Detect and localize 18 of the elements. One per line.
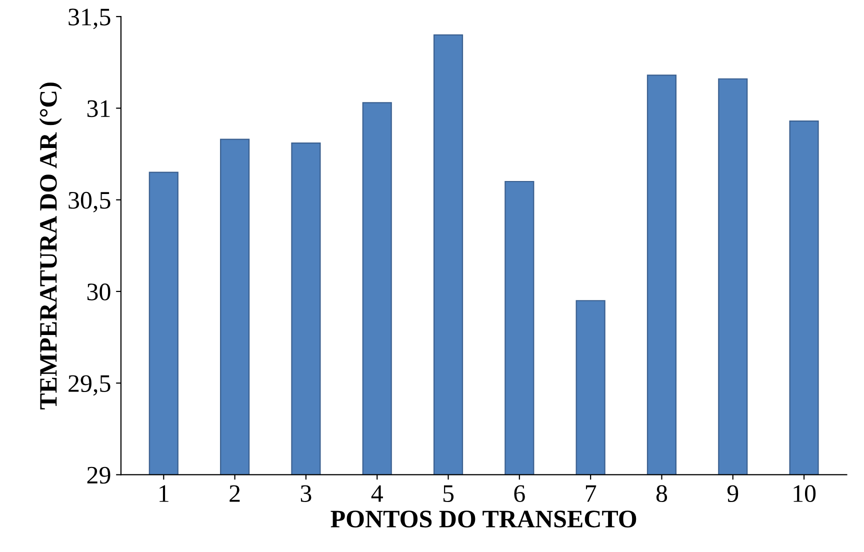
x-tick-label: 4 [371, 485, 383, 502]
x-tick-label: 8 [656, 485, 668, 502]
x-tick-label: 7 [586, 485, 596, 502]
y-tick-label: 31 [87, 100, 110, 118]
x-tick-label: 1 [160, 485, 168, 502]
x-tick-label: 5 [443, 485, 454, 502]
x-tick-label: 3 [300, 485, 312, 502]
y-tick-label: 29,5 [68, 375, 110, 396]
x-tick-label: 9 [727, 485, 738, 502]
x-tick-label: 6 [514, 485, 525, 502]
x-tick-label: 2 [230, 485, 240, 502]
y-tick-label: 30,5 [68, 192, 110, 212]
y-tick-label: 30 [87, 284, 110, 300]
y-tick-label: 31,5 [68, 8, 110, 30]
x-axis-title: PONTOS DO TRANSECTO [330, 510, 636, 528]
y-tick-label: 29 [87, 466, 110, 484]
y-axis-title: TEMPERATURA DO AR (°C) [39, 82, 62, 410]
x-tick-label: 10 [794, 485, 816, 502]
